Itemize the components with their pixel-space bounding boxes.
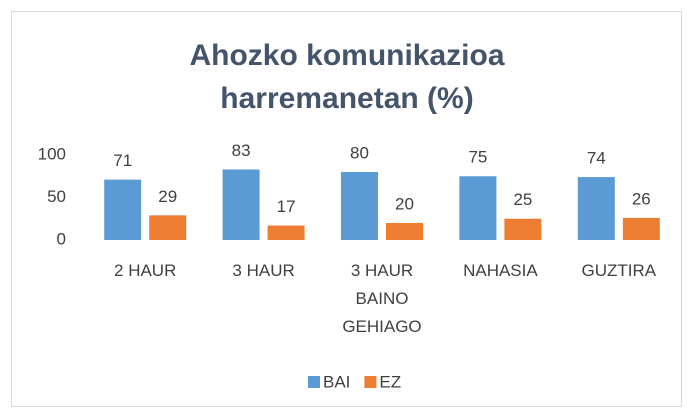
data-label: 20	[395, 194, 414, 213]
bar	[267, 225, 305, 240]
bar	[504, 218, 542, 240]
bar	[459, 176, 497, 240]
data-label: 71	[113, 151, 132, 170]
data-label: 17	[277, 197, 296, 216]
bar	[386, 223, 423, 240]
bar	[341, 172, 378, 240]
data-label: 80	[350, 143, 369, 162]
bar	[622, 217, 660, 240]
y-tick-label: 50	[47, 187, 66, 206]
data-label: 83	[232, 141, 251, 160]
data-label: 25	[513, 190, 532, 209]
bar	[222, 169, 260, 240]
data-label: 74	[587, 149, 606, 168]
legend-swatch	[308, 376, 320, 388]
y-tick-label: 100	[38, 144, 66, 163]
data-label: 29	[158, 187, 177, 206]
data-label: 75	[468, 148, 487, 167]
bar	[104, 179, 142, 240]
legend-swatch	[364, 376, 377, 388]
y-tick-label: 0	[57, 229, 66, 248]
x-tick-label: NAHASIA	[463, 261, 538, 280]
chart-title: Ahozko komunikazioa harremanetan (%)	[189, 39, 504, 115]
bar	[577, 177, 615, 240]
x-tick-label: 2 HAUR	[114, 261, 176, 280]
legend-label: EZ	[379, 372, 401, 391]
x-tick-label: 3 HAUR	[232, 261, 294, 280]
data-label: 26	[632, 189, 651, 208]
bar	[149, 215, 187, 240]
legend-label: BAI	[323, 372, 350, 391]
x-tick-label: GUZTIRA	[581, 261, 656, 280]
x-tick-label: 3 HAUR BAINO GEHIAGO	[342, 261, 421, 336]
